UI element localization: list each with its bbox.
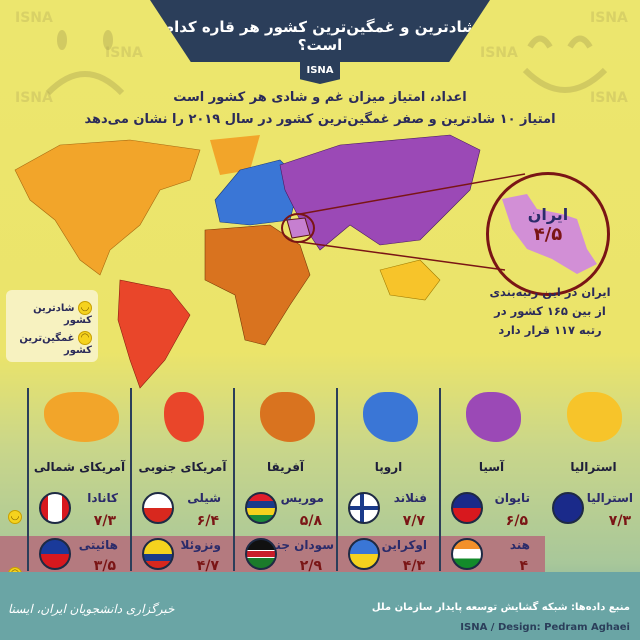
australia-shape (379, 259, 441, 301)
saddest-score: ۴/۷ (196, 558, 219, 574)
page-title: شادترین و غمگین‌ترین کشور هر قاره کدام ا… (150, 0, 490, 62)
rank-line: از بین ۱۶۵ کشور در (494, 304, 606, 318)
north-america-shape (14, 139, 201, 276)
legend-sad-label: غمگین‌ترین کشور (19, 333, 92, 356)
happiest-score: ۶/۴ (196, 513, 219, 529)
iran-highlight-ring (281, 213, 315, 243)
subtitle-line2: امتیاز ۱۰ شادترین و صفر غمگین‌ترین کشور … (84, 112, 556, 127)
watermark: ISNA (590, 90, 628, 106)
legend: ◡ شادترین کشور ◠ غمگین‌ترین کشور (6, 290, 98, 362)
rank-line: رتبه ۱۱۷ قرار دارد (498, 323, 602, 337)
happiest-score: ۷/۳ (93, 513, 116, 529)
happiest-country: شیلی (187, 491, 221, 505)
isna-tag: ISNA (300, 60, 340, 84)
saddest-score: ۳/۵ (93, 558, 116, 574)
legend-sad: ◠ غمگین‌ترین کشور (12, 331, 92, 356)
iran-score: ۴/۵ (533, 224, 563, 245)
happiest-score: ۷/۳ (608, 513, 631, 529)
asia-shape-icon (466, 392, 521, 442)
continent-name: آمریکای جنوبی (138, 460, 227, 474)
continent-name: آمریکای شمالی (33, 460, 126, 474)
iran-label: ایران (527, 205, 569, 224)
south-america-shape (117, 279, 191, 389)
happiest-score: ۵/۸ (299, 513, 322, 529)
flag-taiwan-icon (451, 492, 483, 524)
footer (0, 572, 640, 640)
smiley-happy-icon: ◡ (78, 301, 92, 315)
column-south-america: آمریکای جنوبی شیلی ۶/۴ ونزوئلا ۴/۷ (130, 388, 233, 574)
column-australia: استرالیا استرالیا ۷/۳ (542, 388, 640, 571)
flag-canada-icon (39, 492, 71, 524)
watermark: ISNA (15, 90, 53, 106)
iran-zoom-circle: ایران ۴/۵ (486, 172, 610, 296)
watermark: ISNA (105, 45, 143, 61)
continent-name: آفریقا (266, 460, 305, 474)
zoom-line (299, 173, 526, 215)
watermark: ISNA (480, 45, 518, 61)
column-africa: آفریقا موریس ۵/۸ سودان جنوبی ۲/۹ (233, 388, 336, 574)
iran-shape (286, 217, 311, 239)
agency-logo-text: خبرگزاری دانشجویان ایران، ایسنا (8, 602, 175, 616)
happiest-country: تایوان (494, 491, 530, 505)
australia-shape-icon (567, 392, 622, 442)
flag-haiti-icon (39, 538, 71, 570)
column-asia: آسیا تایوان ۶/۵ هند ۴ (439, 388, 542, 574)
flag-australia-icon (552, 492, 584, 524)
flag-finland-icon (348, 492, 380, 524)
happiest-score: ۷/۷ (402, 513, 425, 529)
saddest-country: هائیتی (78, 538, 118, 552)
smiley-happy-icon: ◡ (8, 510, 22, 524)
happiest-country: فنلاند (393, 491, 427, 505)
flag-venezuela-icon (142, 538, 174, 570)
continent-name: استرالیا (570, 460, 617, 474)
continent-name: اروپا (374, 460, 403, 474)
flag-ukraine-icon (348, 538, 380, 570)
design-credit: ISNA / Design: Pedram Aghaei (460, 622, 630, 633)
data-source: منبع داده‌ها: شبکه گشایش توسعه پایدار سا… (371, 602, 630, 613)
north-america-shape-icon (44, 392, 119, 442)
continent-name: آسیا (478, 460, 505, 474)
column-north-america: آمریکای شمالی کانادا ۷/۳ هائیتی ۳/۵ (27, 388, 130, 574)
column-europe: اروپا فنلاند ۷/۷ اوکراین ۴/۳ (336, 388, 439, 574)
saddest-country: ونزوئلا (180, 538, 221, 552)
asia-shape (279, 134, 481, 251)
iran-rank-text: ایران در این رتبه‌بندی از بین ۱۶۵ کشور د… (470, 283, 630, 340)
happiest-score: ۶/۵ (505, 513, 528, 529)
watermark: ISNA (590, 10, 628, 26)
smiley-sad-icon: ◠ (78, 331, 92, 345)
flag-mauritius-icon (245, 492, 277, 524)
happiest-country: کانادا (87, 491, 118, 505)
saddest-country: اوکراین (381, 538, 427, 552)
subtitle-line1: اعداد، امتیاز میزان غم و شادی هر کشور اس… (173, 90, 467, 105)
sad-face-decoration-icon (45, 30, 125, 95)
europe-shape-icon (363, 392, 418, 442)
happy-face-decoration-icon (522, 35, 608, 93)
saddest-score: ۴ (519, 558, 528, 574)
iran-map-shape (502, 194, 597, 274)
flag-chile-icon (142, 492, 174, 524)
flag-india-icon (451, 538, 483, 570)
happiest-country: استرالیا (586, 491, 633, 505)
greenland-shape (210, 135, 260, 175)
watermark: ISNA (15, 10, 53, 26)
saddest-score: ۲/۹ (299, 558, 322, 574)
legend-happy: ◡ شادترین کشور (12, 301, 92, 326)
world-map (14, 134, 526, 389)
saddest-score: ۴/۳ (402, 558, 425, 574)
zoom-line (299, 241, 506, 271)
south-america-shape-icon (164, 392, 204, 442)
happiest-country: موریس (280, 491, 324, 505)
legend-happy-label: شادترین کشور (33, 303, 92, 326)
flag-south-sudan-icon (245, 538, 277, 570)
africa-shape-icon (260, 392, 315, 442)
africa-shape (204, 224, 311, 346)
rank-line: ایران در این رتبه‌بندی (489, 285, 611, 299)
saddest-country: هند (509, 538, 530, 552)
